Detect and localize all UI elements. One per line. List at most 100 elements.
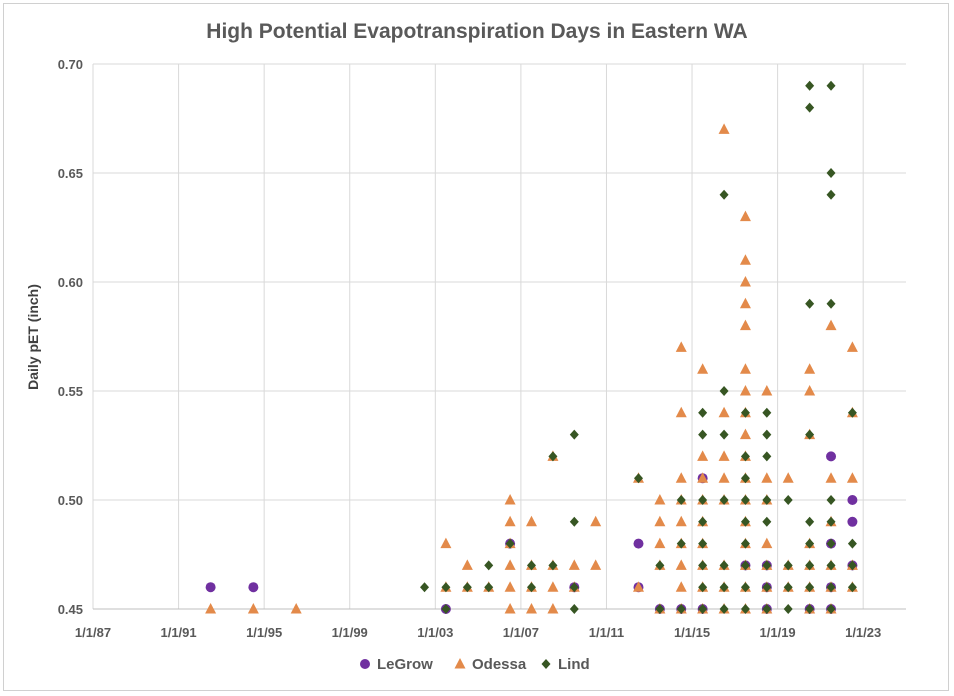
data-point xyxy=(654,515,666,527)
data-point xyxy=(740,407,750,418)
data-point xyxy=(698,582,708,593)
data-point xyxy=(440,537,452,549)
data-point xyxy=(739,210,751,222)
data-point xyxy=(826,538,836,549)
data-point xyxy=(676,538,686,549)
data-point xyxy=(739,428,751,440)
data-point xyxy=(847,495,858,505)
legend-item-odessa: Odessa xyxy=(454,656,527,673)
data-point xyxy=(719,604,729,614)
data-point xyxy=(462,582,472,593)
data-point xyxy=(783,582,793,593)
data-point xyxy=(504,581,516,592)
series-lind xyxy=(420,80,857,614)
data-point xyxy=(569,604,579,614)
data-point xyxy=(739,254,751,265)
data-point xyxy=(805,102,815,113)
data-point xyxy=(655,604,665,614)
data-point xyxy=(484,582,494,593)
data-point xyxy=(676,495,686,505)
data-point xyxy=(761,537,773,549)
data-point xyxy=(590,515,602,527)
data-point xyxy=(697,450,709,461)
legend-marker xyxy=(454,658,466,669)
data-point xyxy=(805,516,815,527)
legend-item-lind: Lind xyxy=(541,656,590,673)
data-point xyxy=(719,560,729,571)
data-point xyxy=(804,363,816,374)
data-point xyxy=(762,582,772,593)
data-point xyxy=(847,516,858,527)
data-point xyxy=(762,451,772,462)
data-point xyxy=(761,385,773,396)
legend-label: Lind xyxy=(558,656,590,673)
data-point xyxy=(719,429,729,440)
data-point xyxy=(719,495,729,505)
data-point xyxy=(740,451,750,462)
data-point xyxy=(826,516,836,527)
legend: LeGrow Odessa Lind xyxy=(360,656,590,673)
data-point xyxy=(504,603,516,614)
data-point xyxy=(548,451,558,462)
data-point xyxy=(441,604,451,614)
data-point xyxy=(698,560,708,571)
data-point xyxy=(718,472,730,483)
data-point xyxy=(805,298,815,309)
data-point xyxy=(718,123,730,134)
data-point xyxy=(847,582,857,593)
data-point xyxy=(420,582,430,593)
data-point xyxy=(205,603,217,614)
data-point xyxy=(590,559,602,570)
data-point xyxy=(247,603,259,614)
data-point xyxy=(846,472,858,483)
data-point xyxy=(846,341,858,352)
legend-marker xyxy=(541,659,551,669)
data-point xyxy=(205,582,216,593)
data-point xyxy=(739,319,751,331)
data-point xyxy=(740,604,750,614)
data-point xyxy=(675,472,687,483)
data-point xyxy=(826,560,836,571)
data-point xyxy=(548,560,558,571)
data-point xyxy=(697,363,709,374)
data-point xyxy=(547,603,559,614)
data-point xyxy=(654,494,666,505)
data-point xyxy=(740,582,750,593)
x-tick-label: 1/1/91 xyxy=(160,625,196,640)
data-point xyxy=(526,560,536,571)
data-point xyxy=(826,189,836,200)
data-point xyxy=(826,495,836,505)
data-point xyxy=(675,341,687,352)
data-point xyxy=(698,429,708,440)
data-point xyxy=(675,559,687,570)
data-point xyxy=(762,407,772,418)
data-point xyxy=(847,560,857,571)
data-point xyxy=(740,560,750,571)
data-point xyxy=(633,538,644,549)
data-point xyxy=(805,80,815,91)
legend-item-legrow: LeGrow xyxy=(360,656,433,673)
data-point xyxy=(632,581,644,592)
legend-marker xyxy=(360,659,370,669)
data-point xyxy=(740,473,750,484)
data-point xyxy=(826,168,836,178)
x-tick-label: 1/1/87 xyxy=(75,625,111,640)
data-point xyxy=(676,604,686,614)
data-point xyxy=(740,516,750,527)
data-point xyxy=(740,495,750,505)
y-tick-label: 0.55 xyxy=(58,384,83,399)
y-tick-label: 0.50 xyxy=(58,493,83,508)
data-point xyxy=(805,429,815,440)
data-point xyxy=(290,603,302,614)
series-odessa xyxy=(205,123,858,614)
data-point xyxy=(783,604,793,614)
data-point xyxy=(825,319,837,331)
x-tick-label: 1/1/03 xyxy=(417,625,453,640)
x-tick-label: 1/1/07 xyxy=(503,625,539,640)
data-point xyxy=(783,495,793,505)
data-point xyxy=(675,406,687,418)
data-point xyxy=(739,363,751,374)
x-tick-label: 1/1/15 xyxy=(674,625,710,640)
data-point xyxy=(761,472,773,483)
